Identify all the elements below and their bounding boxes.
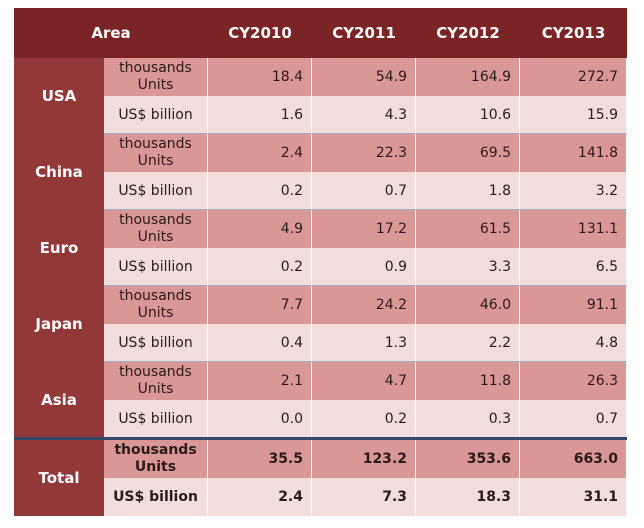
region-label: Asia xyxy=(14,362,104,438)
value-cell: 69.5 xyxy=(416,134,520,172)
value-cell: 0.7 xyxy=(520,400,627,438)
table-row: US$ billion 1.6 4.3 10.6 15.9 xyxy=(104,96,627,134)
value-cell: 272.7 xyxy=(520,58,627,96)
value-cell: 164.9 xyxy=(416,58,520,96)
region-label: Japan xyxy=(14,286,104,362)
unit-label: thousands Units xyxy=(104,286,208,324)
value-cell: 54.9 xyxy=(312,58,416,96)
unit-label: US$ billion xyxy=(104,96,208,134)
header-year-2010: CY2010 xyxy=(228,24,292,42)
value-cell: 18.3 xyxy=(416,478,520,516)
value-cell: 0.2 xyxy=(208,172,312,210)
table-row: US$ billion 0.2 0.9 3.3 6.5 xyxy=(104,248,627,286)
value-cell: 15.9 xyxy=(520,96,627,134)
region-label: Euro xyxy=(14,210,104,286)
unit-label: US$ billion xyxy=(104,248,208,286)
value-cell: 2.2 xyxy=(416,324,520,362)
value-cell: 91.1 xyxy=(520,286,627,324)
value-cell: 31.1 xyxy=(520,478,627,516)
value-cell: 0.2 xyxy=(312,400,416,438)
table-row: thousands Units 4.9 17.2 61.5 131.1 xyxy=(104,210,627,248)
value-cell: 3.3 xyxy=(416,248,520,286)
value-cell: 4.3 xyxy=(312,96,416,134)
value-cell: 4.7 xyxy=(312,362,416,400)
unit-label: thousands Units xyxy=(104,134,208,172)
region-label: USA xyxy=(14,58,104,134)
value-cell: 663.0 xyxy=(520,440,627,478)
table-header: Area CY2010 CY2011 CY2012 CY2013 xyxy=(14,8,627,58)
table-row: US$ billion 0.2 0.7 1.8 3.2 xyxy=(104,172,627,210)
value-cell: 0.3 xyxy=(416,400,520,438)
value-cell: 131.1 xyxy=(520,210,627,248)
value-cell: 2.4 xyxy=(208,134,312,172)
value-cell: 10.6 xyxy=(416,96,520,134)
table-row: US$ billion 0.0 0.2 0.3 0.7 xyxy=(104,400,627,438)
table-row: thousands Units 2.4 22.3 69.5 141.8 xyxy=(104,134,627,172)
value-cell: 0.2 xyxy=(208,248,312,286)
value-cell: 26.3 xyxy=(520,362,627,400)
value-cell: 22.3 xyxy=(312,134,416,172)
unit-label: US$ billion xyxy=(104,400,208,438)
region-label: China xyxy=(14,134,104,210)
value-cell: 2.4 xyxy=(208,478,312,516)
unit-label: thousands Units xyxy=(104,362,208,400)
header-year-2012: CY2012 xyxy=(436,24,500,42)
value-cell: 353.6 xyxy=(416,440,520,478)
unit-label: thousands Units xyxy=(104,440,208,478)
table-row: thousands Units 2.1 4.7 11.8 26.3 xyxy=(104,362,627,400)
value-cell: 3.2 xyxy=(520,172,627,210)
total-label: Total xyxy=(14,440,104,516)
value-cell: 1.6 xyxy=(208,96,312,134)
unit-label: US$ billion xyxy=(104,172,208,210)
value-cell: 7.3 xyxy=(312,478,416,516)
value-cell: 0.4 xyxy=(208,324,312,362)
value-cell: 61.5 xyxy=(416,210,520,248)
value-cell: 4.9 xyxy=(208,210,312,248)
unit-label: US$ billion xyxy=(104,324,208,362)
table-row: thousands Units 7.7 24.2 46.0 91.1 xyxy=(104,286,627,324)
value-cell: 7.7 xyxy=(208,286,312,324)
value-cell: 24.2 xyxy=(312,286,416,324)
table-row: thousands Units 18.4 54.9 164.9 272.7 xyxy=(104,58,627,96)
unit-label: thousands Units xyxy=(104,210,208,248)
value-cell: 2.1 xyxy=(208,362,312,400)
value-cell: 4.8 xyxy=(520,324,627,362)
header-year-2013: CY2013 xyxy=(541,24,606,42)
value-cell: 1.3 xyxy=(312,324,416,362)
header-area: Area xyxy=(91,24,131,42)
unit-label: thousands Units xyxy=(104,58,208,96)
table-row: US$ billion 0.4 1.3 2.2 4.8 xyxy=(104,324,627,362)
unit-label: US$ billion xyxy=(104,478,208,516)
value-cell: 11.8 xyxy=(416,362,520,400)
value-cell: 18.4 xyxy=(208,58,312,96)
value-cell: 0.9 xyxy=(312,248,416,286)
value-cell: 17.2 xyxy=(312,210,416,248)
header-year-2011: CY2011 xyxy=(332,24,396,42)
value-cell: 46.0 xyxy=(416,286,520,324)
value-cell: 6.5 xyxy=(520,248,627,286)
value-cell: 0.7 xyxy=(312,172,416,210)
value-cell: 1.8 xyxy=(416,172,520,210)
value-cell: 141.8 xyxy=(520,134,627,172)
total-separator xyxy=(14,437,627,440)
value-cell: 0.0 xyxy=(208,400,312,438)
value-cell: 123.2 xyxy=(312,440,416,478)
value-cell: 35.5 xyxy=(208,440,312,478)
total-row: thousands Units 35.5 123.2 353.6 663.0 xyxy=(104,440,627,478)
total-row: US$ billion 2.4 7.3 18.3 31.1 xyxy=(104,478,627,516)
